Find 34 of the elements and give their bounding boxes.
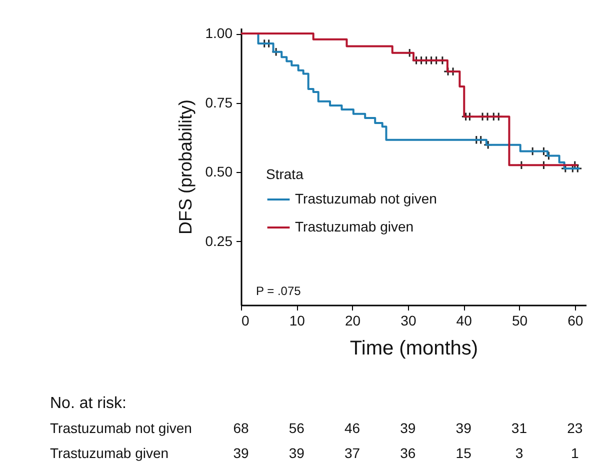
legend-label: Trastuzumab not given [295,190,437,206]
x-tick-label: 40 [456,312,472,328]
text: 36 [400,445,416,461]
x-tick-label: 60 [568,312,584,328]
text: 56 [288,420,304,436]
text: 37 [344,445,360,461]
text: No. at risk: [50,395,126,413]
x-tick-label: 10 [289,312,306,328]
text: 23 [567,420,583,436]
text: 39 [456,420,472,436]
y-tick-label: 0.25 [205,232,233,249]
text: 68 [233,420,249,436]
text: 39 [288,445,304,461]
x-tick-label: 50 [512,312,528,328]
text: 39 [233,445,249,461]
text: 39 [400,420,416,436]
text: 31 [511,420,528,436]
text: 46 [344,420,360,436]
legend-title: Strata [266,166,304,182]
x-axis-title: Time (months) [350,338,478,360]
x-tick-label: 20 [345,312,361,328]
y-tick-label: 0.75 [205,94,233,110]
y-axis-title: DFS (probability) [175,99,196,235]
y-tick-label: 0.50 [205,164,233,180]
y-tick-label: 1.00 [205,25,233,42]
legend-label: Trastuzumab given [295,218,414,234]
text: Trastuzumab given [50,445,169,461]
annotation: P = .075 [256,284,302,298]
text: 3 [515,445,524,461]
x-tick-label: 0 [242,312,250,328]
text: Trastuzumab not given [50,420,192,436]
text: 1 [570,445,579,461]
x-tick-label: 30 [400,312,416,328]
text: 15 [456,445,472,461]
